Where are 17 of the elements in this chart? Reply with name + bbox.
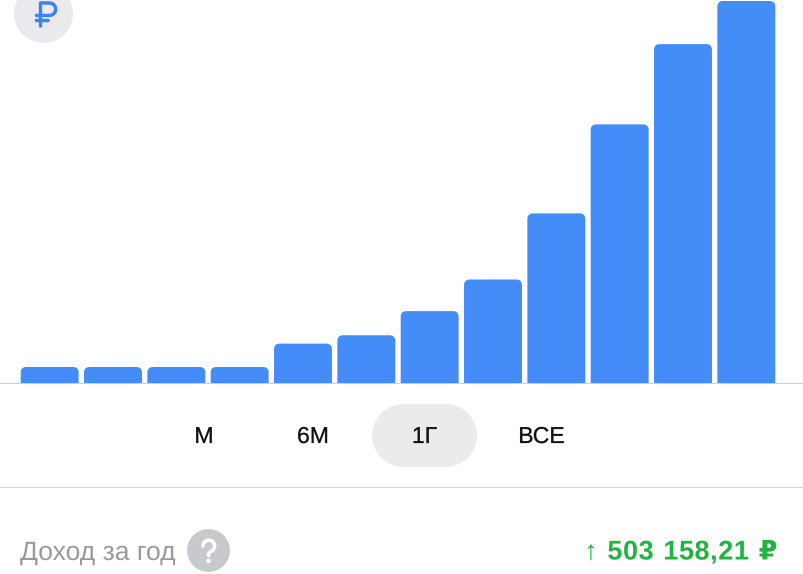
bar bbox=[717, 1, 776, 383]
bar bbox=[654, 44, 712, 383]
bar bbox=[210, 366, 269, 383]
bar bbox=[400, 311, 459, 383]
bar bbox=[84, 366, 142, 383]
bar bbox=[527, 213, 586, 383]
bar bbox=[464, 279, 522, 383]
text: ВСЕ bbox=[517, 421, 566, 450]
text: М bbox=[193, 421, 215, 450]
bar bbox=[20, 366, 79, 383]
bar bbox=[147, 366, 206, 383]
bar bbox=[274, 344, 332, 383]
text: 6М bbox=[296, 421, 330, 450]
text: Доход за год bbox=[20, 536, 176, 566]
bar bbox=[590, 124, 649, 383]
bar bbox=[337, 335, 396, 383]
text: ↑ 503 158,21 ₽ bbox=[584, 536, 778, 566]
